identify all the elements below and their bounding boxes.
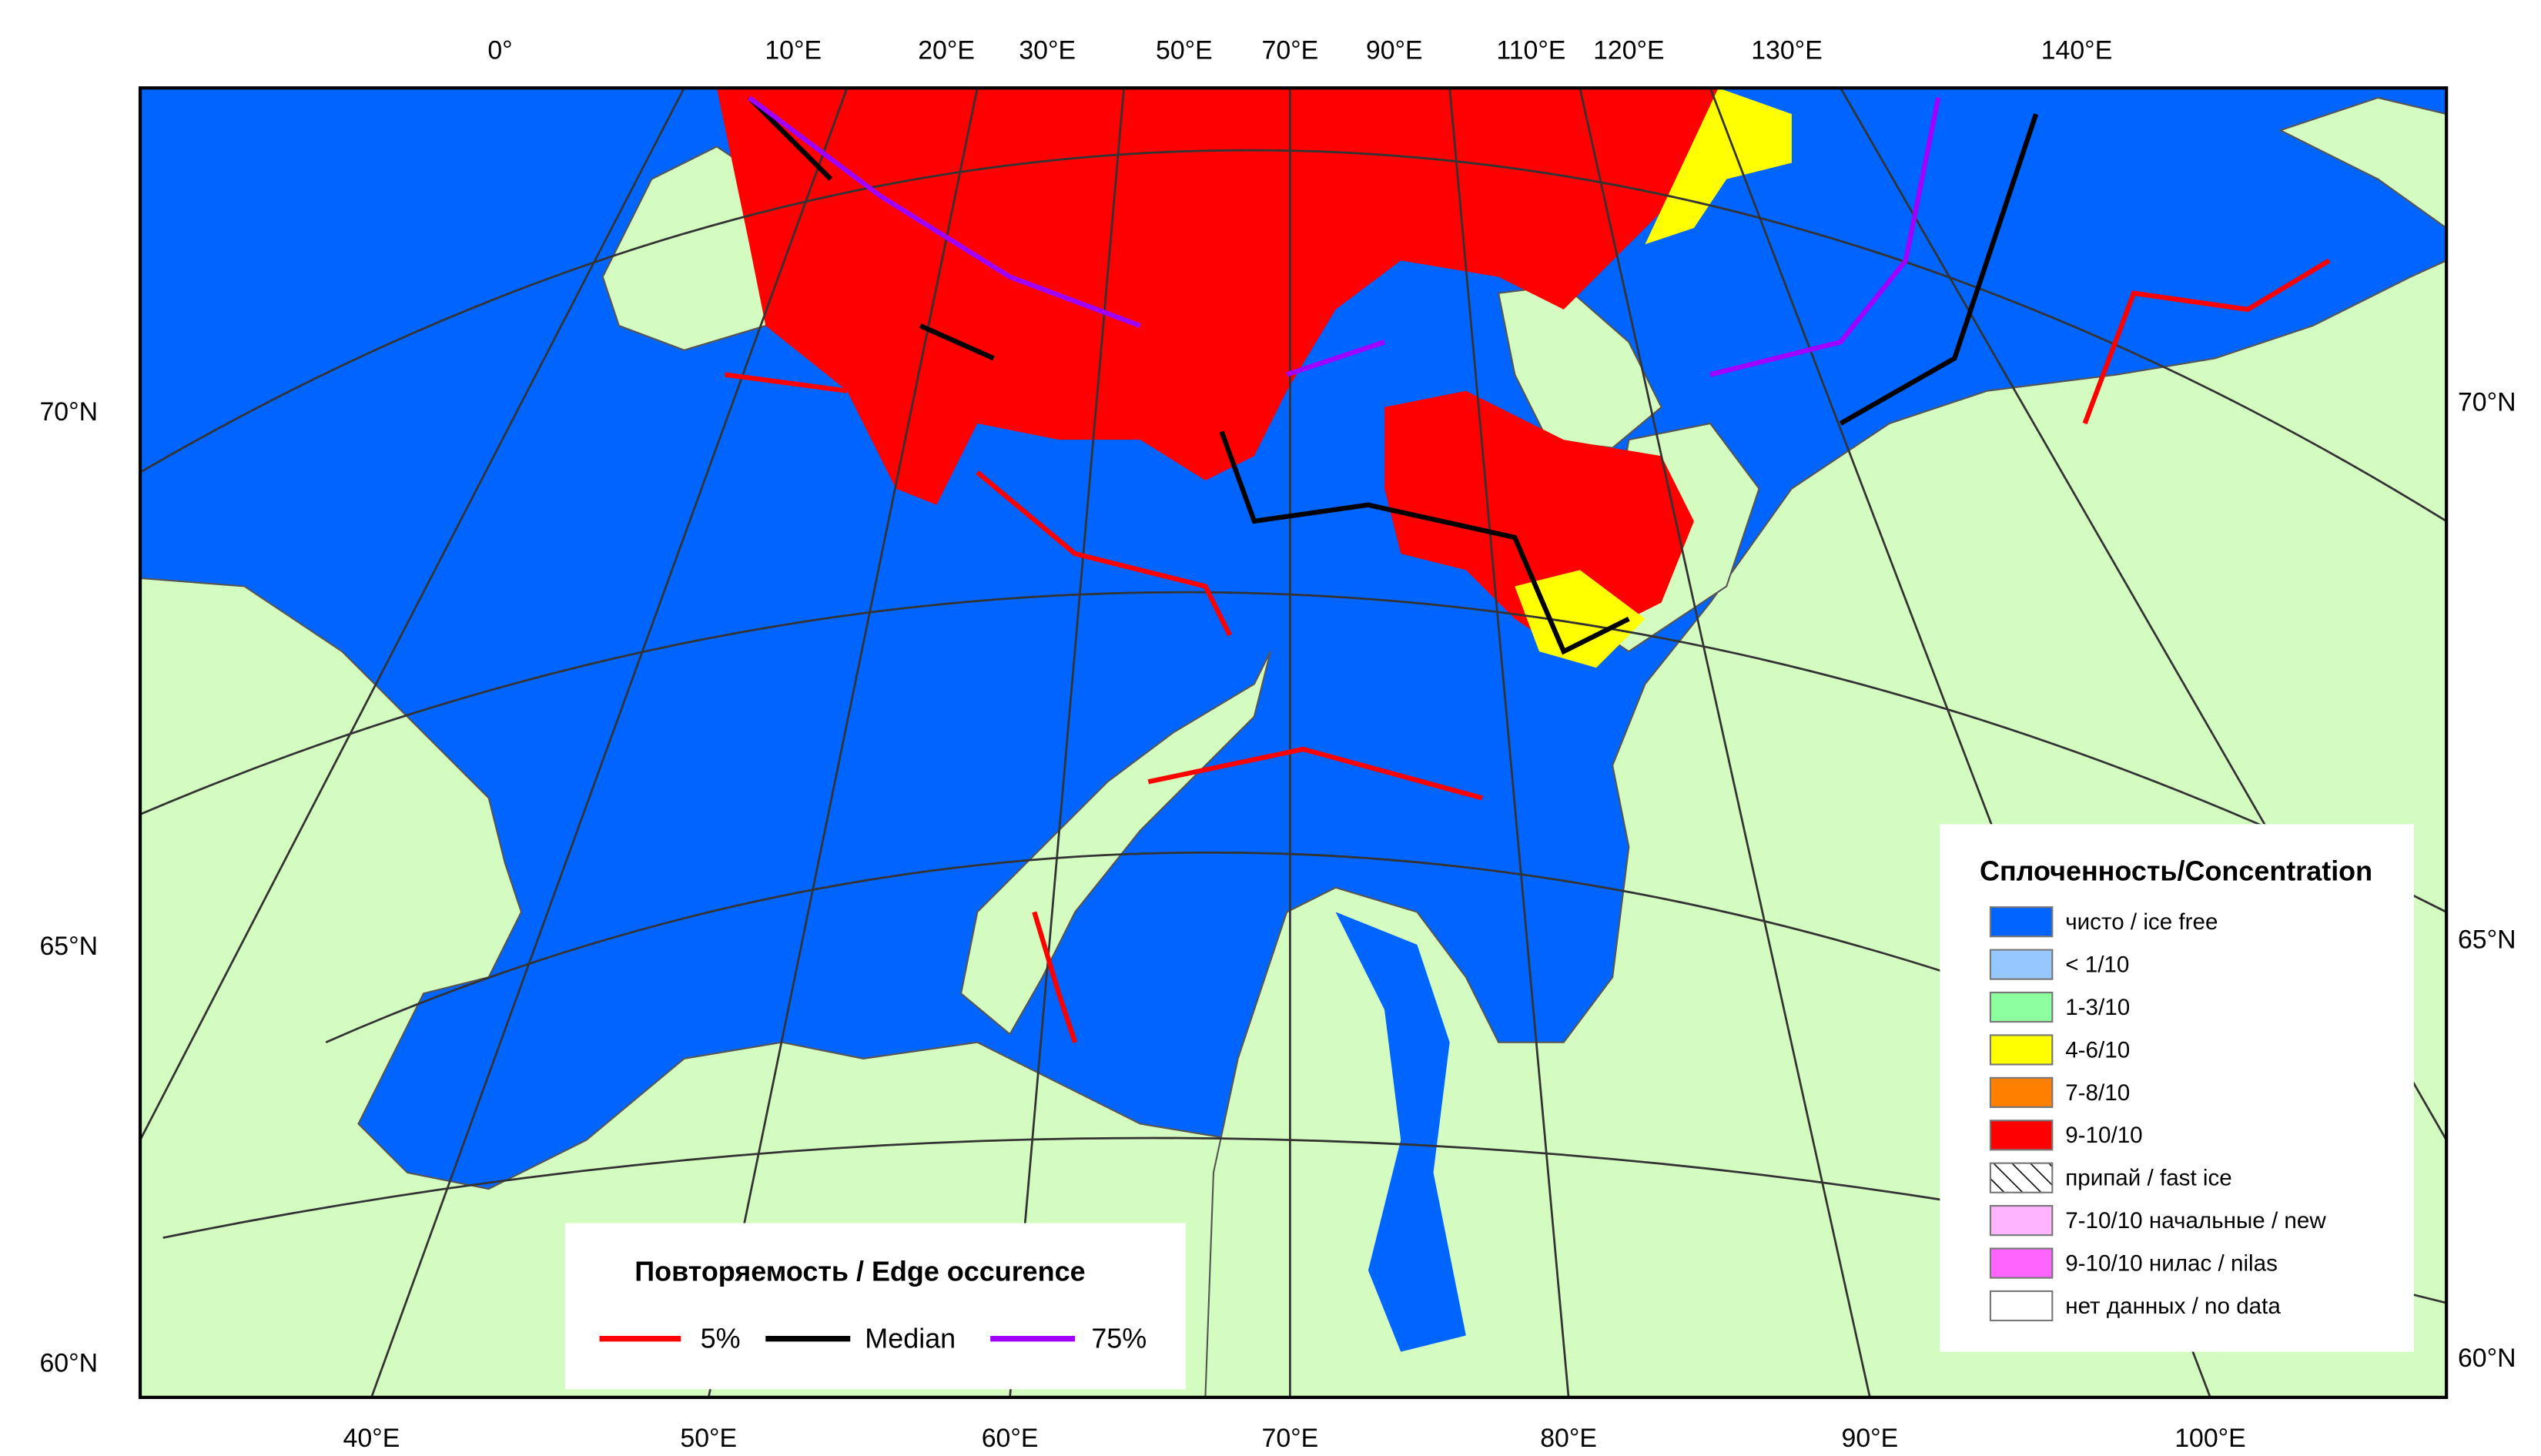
legend-label: 9-10/10: [2065, 1123, 2142, 1148]
map-frame: [138, 86, 2449, 1399]
legend-swatch: [1989, 1120, 2054, 1151]
legend-swatch: [1989, 949, 2054, 980]
longitude-label: 60°E: [982, 1424, 1039, 1453]
legend-swatch: [1989, 991, 2054, 1023]
ice-9-10-kara: [1384, 390, 1694, 652]
ice-4-6-kara: [1515, 570, 1645, 668]
latitude-label: 65°N: [2458, 925, 2516, 955]
legend-title: Повторяемость / Edge occurence: [634, 1256, 1085, 1287]
longitude-label: 40°E: [343, 1424, 400, 1453]
legend-swatch: [1989, 906, 2054, 938]
longitude-label: 50°E: [1156, 36, 1213, 65]
legend-swatch: [1989, 1034, 2054, 1066]
longitude-label: 130°E: [1751, 36, 1823, 65]
legend-label: 75%: [1091, 1322, 1147, 1354]
legend-label: чисто / ice free: [2065, 909, 2218, 935]
legend-label: Median: [865, 1322, 956, 1354]
edge-5pct: [724, 258, 2331, 1043]
longitude-label: 70°E: [1262, 1424, 1319, 1453]
longitude-label: 30°E: [1019, 36, 1076, 65]
legend-swatch: [1989, 1162, 2054, 1193]
legend-label: 7-10/10 начальные / new: [2065, 1208, 2326, 1233]
longitude-label: 100°E: [2174, 1424, 2246, 1453]
latitude-label: 60°N: [2458, 1344, 2516, 1373]
legend-label: нет данных / no data: [2065, 1294, 2281, 1319]
longitude-label: 120°E: [1593, 36, 1665, 65]
longitude-label: 70°E: [1262, 36, 1319, 65]
longitude-label: 80°E: [1540, 1424, 1597, 1453]
legend-label: 1-3/10: [2065, 995, 2130, 1020]
legend-label: припай / fast ice: [2065, 1166, 2232, 1191]
legend-label: 4-6/10: [2065, 1037, 2130, 1063]
legend-edge: 5% Median 75%: [599, 1322, 1147, 1354]
graticule: [140, 88, 2447, 1397]
legend-swatch: [1989, 1076, 2054, 1108]
legend-label: < 1/10: [2065, 952, 2129, 978]
legend-swatch: [1989, 1290, 2054, 1322]
legend-label: 9-10/10 нилас / nilas: [2065, 1251, 2278, 1277]
legend-edge-box: [565, 1223, 1187, 1390]
legend-concentration: чисто / ice free < 1/10 1-3/10 4-6/10 7-8/10…: [1989, 906, 2326, 1322]
latitude-label: 70°N: [2458, 388, 2516, 417]
longitude-label: 90°E: [1366, 36, 1423, 65]
latitude-label: 65°N: [39, 932, 98, 961]
ice-4-6: [1645, 88, 1792, 245]
legend-label: 5%: [701, 1322, 741, 1354]
land-novaya-zemlya: [959, 651, 1272, 1036]
edge-median: [747, 95, 2039, 655]
longitude-label: 110°E: [1496, 36, 1565, 65]
longitude-label: 20°E: [918, 36, 975, 65]
ice-9-10: [716, 88, 1719, 505]
legend-swatch: [1989, 1205, 2054, 1237]
longitude-label: 0°: [487, 36, 512, 65]
legend-swatch: [1989, 1247, 2054, 1279]
longitude-label: 50°E: [680, 1424, 737, 1453]
longitude-label: 140°E: [2041, 36, 2113, 65]
latitude-label: 70°N: [39, 397, 98, 427]
legend-label: 7-8/10: [2065, 1080, 2130, 1106]
coordinate-labels: 0° 10°E 20°E 30°E 50°E 70°E 90°E 110°E 120°E 130°…: [39, 36, 2516, 1453]
longitude-label: 90°E: [1842, 1424, 1899, 1453]
latitude-label: 60°N: [39, 1348, 98, 1377]
edge-75pct: [748, 95, 1941, 377]
legend-title: Сплоченность/Concentration: [1980, 855, 2372, 886]
land-greenland: [2278, 96, 2447, 229]
sea-gulf: [1335, 912, 1466, 1352]
longitude-label: 10°E: [765, 36, 822, 65]
